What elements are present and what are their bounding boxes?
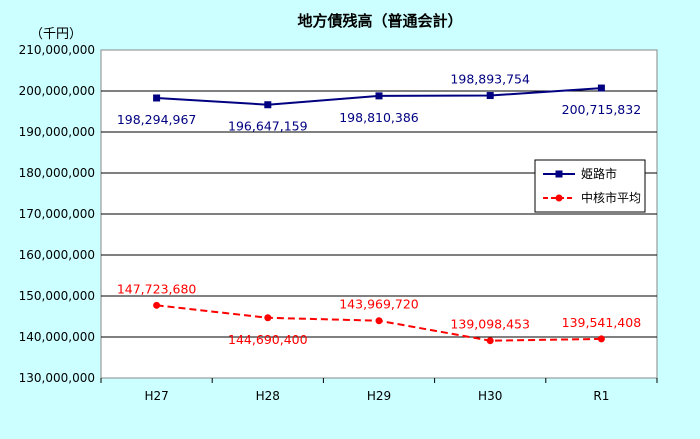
axis-layer: 130,000,000 140,000,000 150,000,000 160,000…	[19, 43, 658, 403]
y-tick-label: 200,000,000	[19, 84, 95, 98]
legend-marker	[555, 194, 563, 202]
data-point	[486, 337, 494, 345]
data-label: 198,893,754	[450, 72, 530, 87]
x-tick-label: R1	[593, 389, 609, 403]
series-layer: 198,294,967 196,647,159 198,810,386 198,893…	[117, 72, 641, 347]
y-tick-label: 130,000,000	[19, 371, 95, 385]
data-label: 139,098,453	[450, 317, 530, 332]
data-point	[597, 84, 605, 92]
x-tick-label: H28	[256, 389, 280, 403]
legend-box	[534, 159, 646, 213]
data-point	[264, 314, 272, 322]
y-tick-label: 170,000,000	[19, 207, 95, 221]
data-point	[153, 94, 161, 102]
legend-label: 中核市平均	[581, 190, 641, 205]
data-label: 198,294,967	[117, 112, 197, 127]
x-tick-label: H30	[478, 389, 502, 403]
y-tick-label: 140,000,000	[19, 330, 95, 344]
data-point	[375, 92, 383, 100]
data-point	[264, 101, 272, 109]
data-point	[597, 335, 605, 343]
data-point	[375, 317, 383, 325]
data-point	[486, 92, 494, 100]
data-label: 144,690,400	[228, 332, 308, 347]
data-label: 147,723,680	[117, 281, 197, 296]
x-tick-label: H27	[144, 389, 168, 403]
legend-marker	[555, 170, 563, 178]
data-label: 196,647,159	[228, 119, 308, 134]
chart-title: 地方債残高（普通会計）	[297, 12, 462, 30]
y-tick-label: 190,000,000	[19, 125, 95, 139]
x-tick-label: H29	[367, 389, 391, 403]
y-tick-label: 150,000,000	[19, 289, 95, 303]
data-label: 200,715,832	[562, 102, 642, 117]
y-tick-label: 180,000,000	[19, 166, 95, 180]
data-label: 139,541,408	[562, 315, 642, 330]
data-label: 143,969,720	[339, 297, 419, 312]
data-point	[153, 301, 161, 309]
legend-label: 姫路市	[581, 166, 617, 181]
data-label: 198,810,386	[339, 110, 419, 125]
y-tick-label: 160,000,000	[19, 248, 95, 262]
y-unit-label: （千円）	[30, 27, 82, 42]
y-tick-label: 210,000,000	[19, 43, 95, 57]
